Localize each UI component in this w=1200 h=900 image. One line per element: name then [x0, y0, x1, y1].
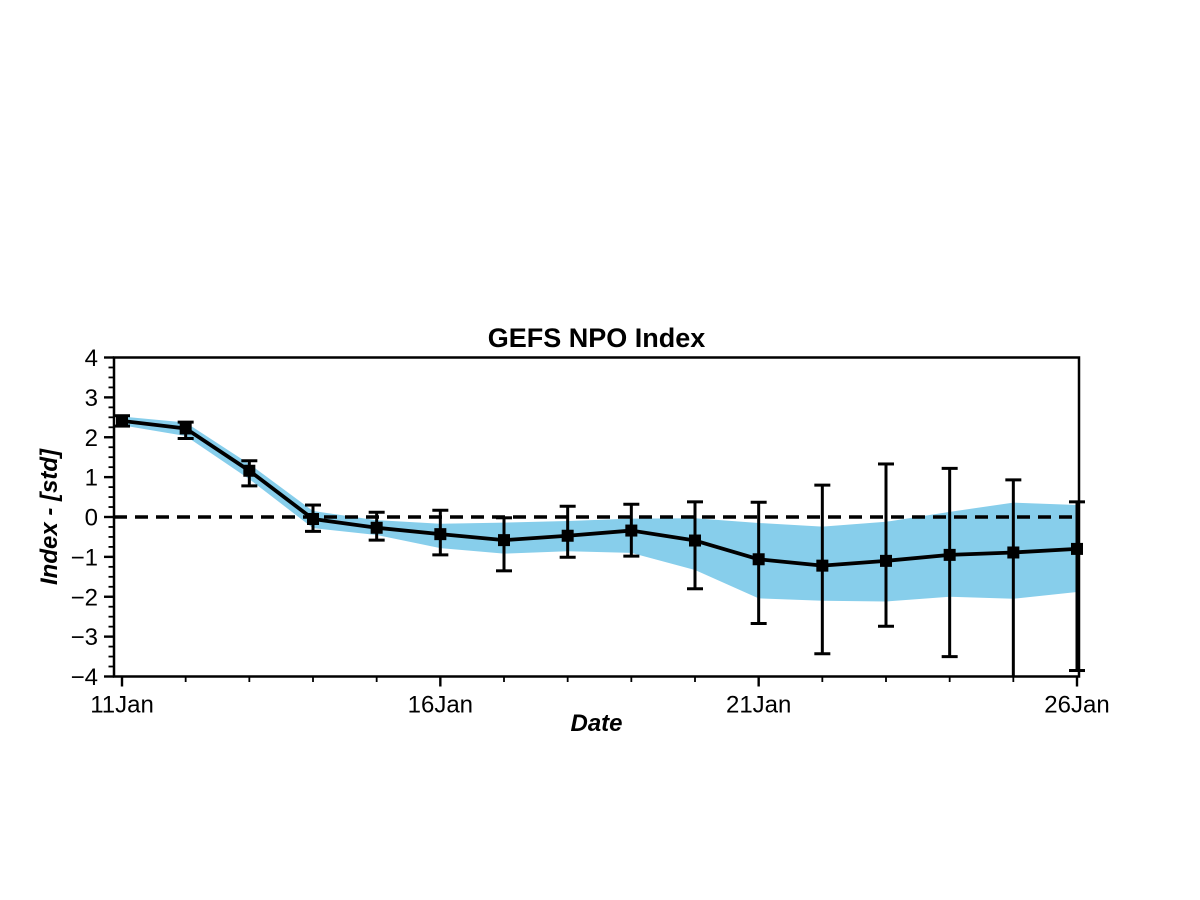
data-point-marker: [1007, 546, 1020, 559]
y-axis-ticks: 4 3 2 1 0 −1 −2 −3 −4: [71, 345, 114, 691]
x-tick-label: 26Jan: [1044, 692, 1109, 719]
error-bar: [1069, 500, 1085, 673]
mean-line: [121, 419, 1078, 568]
y-tick-label: 0: [85, 505, 98, 532]
x-axis-label: Date: [570, 710, 622, 737]
x-axis-ticks: 11Jan 16Jan 21Jan 26Jan: [90, 676, 1110, 719]
x-tick-label: 21Jan: [726, 692, 791, 719]
error-bars: [114, 414, 1085, 677]
data-point-marker: [116, 414, 128, 427]
data-point-marker: [880, 554, 892, 567]
data-point-marker: [179, 422, 192, 435]
data-point-marker: [943, 548, 956, 561]
data-point-marker: [434, 528, 447, 541]
y-tick-label: −2: [71, 584, 98, 611]
data-point-marker: [816, 559, 829, 572]
data-point-marker: [498, 534, 510, 547]
data-point-marker: [243, 464, 256, 477]
ensemble-mean-line: [121, 419, 1078, 568]
x-tick-label: 11Jan: [90, 692, 154, 719]
data-point-marker: [561, 529, 574, 542]
data-markers: [116, 414, 1083, 572]
y-tick-label: −3: [71, 624, 98, 651]
y-axis-label: Index - [std]: [36, 448, 63, 585]
ensemble-band-polygon: [122, 416, 1077, 602]
data-point-marker: [752, 553, 765, 566]
x-tick-label: 16Jan: [408, 692, 473, 719]
data-point-marker: [1071, 542, 1083, 555]
chart-title: GEFS NPO Index: [488, 323, 706, 353]
data-point-marker: [625, 524, 638, 537]
y-tick-label: 3: [85, 385, 98, 412]
y-tick-label: 1: [85, 465, 98, 492]
error-bar: [941, 466, 958, 659]
y-tick-label: 4: [85, 345, 98, 372]
y-tick-label: −1: [71, 544, 98, 571]
ensemble-band: [122, 416, 1077, 602]
data-point-marker: [307, 512, 319, 525]
y-tick-label: 2: [85, 425, 98, 452]
y-tick-label: −4: [71, 664, 98, 691]
data-point-marker: [689, 534, 701, 547]
error-bar: [1005, 478, 1022, 677]
error-bar: [878, 462, 894, 628]
data-point-marker: [370, 521, 383, 534]
